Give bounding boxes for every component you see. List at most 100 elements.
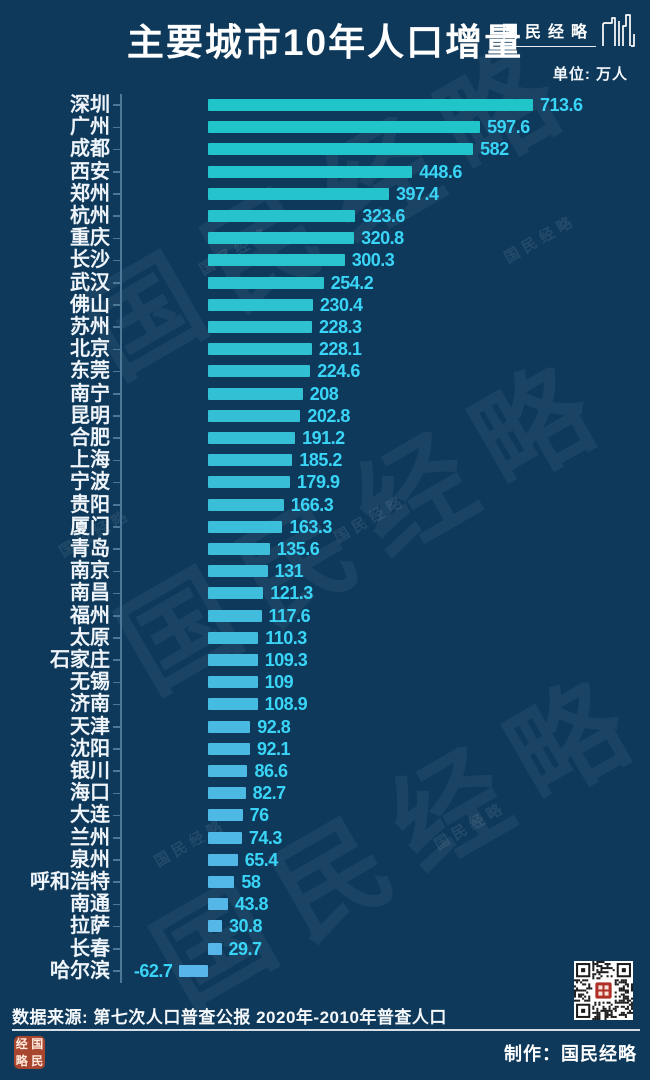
axis-tick	[113, 259, 120, 262]
category-label: 福州	[70, 604, 110, 627]
axis-tick	[113, 659, 120, 661]
bar	[208, 831, 242, 844]
bar-row: 哈尔滨 -62.7	[0, 960, 650, 982]
bar-row: 苏州 228.3	[0, 316, 650, 338]
bar	[208, 298, 313, 311]
axis-tick	[113, 104, 120, 106]
unit-label: 单位: 万人	[552, 66, 628, 83]
axis-tick	[113, 281, 120, 284]
bar	[208, 698, 258, 711]
seal-char: 略	[15, 1053, 28, 1068]
bar	[208, 853, 238, 866]
value-label: 92.8	[257, 716, 291, 737]
bar-row: 海口 82.7	[0, 782, 650, 804]
bar-row: 佛山 230.4	[0, 294, 650, 316]
bar	[208, 99, 533, 112]
bar-row: 无锡 109	[0, 671, 650, 693]
bar	[208, 676, 258, 689]
axis-tick	[113, 237, 120, 240]
bar	[208, 409, 301, 422]
category-label: 苏州	[70, 316, 110, 338]
bar	[208, 742, 250, 755]
category-label: 太原	[70, 626, 110, 649]
axis-tick	[113, 503, 120, 506]
bar-row: 上海 185.2	[0, 449, 650, 471]
bar-row: 长春 29.7	[0, 938, 650, 960]
bar	[208, 165, 413, 178]
value-label: 230.4	[319, 294, 363, 315]
axis-tick	[113, 392, 120, 395]
axis-tick	[113, 170, 120, 173]
axis-tick	[113, 193, 120, 195]
bar-row: 南宁 208	[0, 383, 650, 405]
bar	[208, 942, 222, 955]
axis-tick	[113, 770, 120, 772]
axis-tick	[113, 592, 120, 595]
data-source-note: 数据来源: 第七次人口普查公报 2020年-2010年普查人口	[12, 1008, 447, 1027]
bar	[208, 276, 324, 289]
bar-row: 兰州 74.3	[0, 827, 650, 849]
bar	[208, 254, 345, 267]
credit-label: 制作：国民经略	[504, 1044, 637, 1064]
bar-row: 厦门 163.3	[0, 516, 650, 538]
bar-row: 昆明 202.8	[0, 405, 650, 427]
category-label: 合肥	[70, 427, 110, 449]
category-label: 武汉	[70, 271, 110, 294]
axis-tick	[113, 859, 120, 861]
category-label: 呼和浩特	[30, 871, 110, 893]
axis-tick	[113, 370, 120, 373]
bar	[208, 121, 481, 134]
bar-row: 武汉 254.2	[0, 272, 650, 294]
value-label: 108.9	[264, 694, 308, 715]
axis-tick	[113, 481, 120, 484]
category-label: 北京	[70, 338, 110, 361]
category-label: 佛山	[70, 293, 110, 316]
category-label: 东莞	[70, 360, 110, 383]
value-label: 92.1	[256, 738, 291, 759]
value-label: 179.9	[296, 472, 340, 493]
bar	[208, 765, 248, 778]
axis-tick	[113, 526, 120, 528]
bar	[208, 343, 312, 356]
axis-tick	[113, 748, 120, 750]
category-label: 哈尔滨	[50, 959, 110, 982]
category-label: 宁波	[70, 471, 110, 494]
bar	[208, 365, 311, 378]
bar-row: 南通 43.8	[0, 893, 650, 915]
bar-row: 贵阳 166.3	[0, 494, 650, 516]
seal-char: 民	[31, 1053, 44, 1068]
value-label: 397.4	[395, 183, 439, 204]
axis-tick	[113, 126, 120, 129]
footer-divider	[12, 1029, 640, 1031]
bar-row: 太原 110.3	[0, 627, 650, 649]
value-label: 323.6	[362, 206, 405, 226]
category-label: 南京	[70, 560, 110, 583]
axis-tick	[113, 348, 120, 351]
value-label: 65.4	[244, 849, 279, 870]
axis-tick	[113, 215, 120, 217]
category-axis-line	[120, 94, 122, 983]
value-label: 713.6	[540, 95, 583, 115]
category-label: 广州	[70, 116, 110, 139]
category-label: 重庆	[70, 227, 110, 250]
category-label: 海口	[70, 782, 110, 805]
value-label: 76	[249, 805, 270, 826]
bar-row: 呼和浩特 58	[0, 871, 650, 893]
axis-tick	[113, 548, 120, 550]
value-label: 131	[274, 561, 304, 582]
axis-tick	[113, 459, 120, 462]
category-label: 厦门	[70, 515, 110, 538]
bar	[208, 476, 290, 489]
value-label: 300.3	[351, 250, 395, 271]
bar	[208, 920, 223, 933]
bar-row: 杭州 323.6	[0, 205, 650, 227]
axis-tick	[113, 148, 120, 151]
bar-row: 深圳 713.6	[0, 94, 650, 116]
category-label: 无锡	[70, 671, 110, 694]
category-label: 大连	[70, 804, 110, 827]
bar	[208, 143, 474, 156]
category-label: 拉萨	[70, 915, 110, 938]
category-label: 贵阳	[70, 493, 110, 516]
axis-tick	[113, 326, 120, 328]
